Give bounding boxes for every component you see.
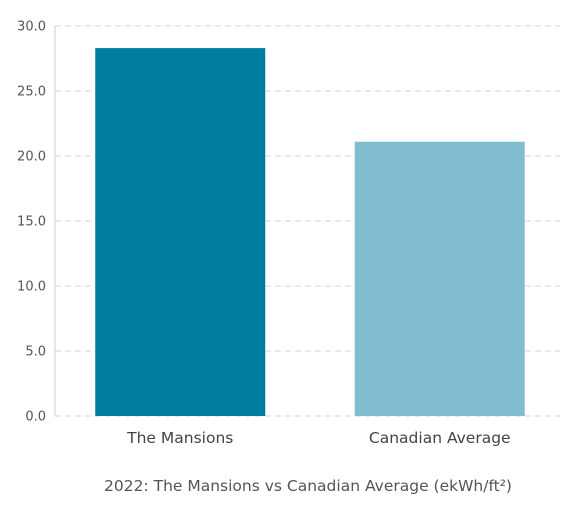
y-tick-label: 25.0 xyxy=(17,85,46,100)
bar-canadian-average xyxy=(354,141,525,416)
y-tick-label: 15.0 xyxy=(17,215,46,230)
x-category-label: The Mansions xyxy=(126,429,233,447)
bar-the-mansions xyxy=(95,48,266,416)
y-tick-label: 0.0 xyxy=(25,410,46,425)
bars xyxy=(95,48,525,416)
x-axis-category-labels: The Mansions Canadian Average xyxy=(126,429,510,447)
y-tick-label: 5.0 xyxy=(25,345,46,360)
y-tick-label: 20.0 xyxy=(17,150,46,165)
x-category-label: Canadian Average xyxy=(369,429,511,447)
chart-title: 2022: The Mansions vs Canadian Average (… xyxy=(104,477,512,495)
y-tick-label: 10.0 xyxy=(17,280,46,295)
y-tick-label: 30.0 xyxy=(17,20,46,35)
y-axis-tick-labels: 0.0 5.0 10.0 15.0 20.0 25.0 30.0 xyxy=(17,20,46,425)
